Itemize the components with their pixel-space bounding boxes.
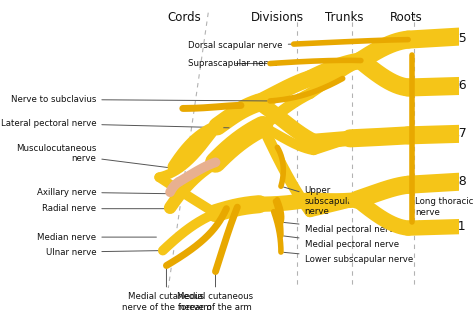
Text: Median nerve: Median nerve [37,233,156,241]
Text: Lower subscapular nerve: Lower subscapular nerve [284,252,413,264]
Text: Axillary nerve: Axillary nerve [36,188,167,197]
Text: C8: C8 [450,175,467,188]
Text: Roots: Roots [390,11,423,24]
Text: Medial cutaneous
nerve of the forearm: Medial cutaneous nerve of the forearm [121,268,211,312]
Text: Cords: Cords [168,11,201,24]
Text: Ulnar nerve: Ulnar nerve [46,247,160,257]
Text: Dorsal scapular nerve: Dorsal scapular nerve [188,41,291,50]
Text: C6: C6 [450,79,466,93]
Text: Medial pectoral nerve: Medial pectoral nerve [284,222,399,234]
Text: Lateral pectoral nerve: Lateral pectoral nerve [0,119,229,128]
Text: Long thoracic
nerve: Long thoracic nerve [414,198,474,224]
Text: Radial nerve: Radial nerve [42,204,167,213]
Text: T1: T1 [450,220,465,233]
Text: C5: C5 [450,32,467,45]
Text: Trunks: Trunks [325,11,364,24]
Text: Nerve to subclavius: Nerve to subclavius [11,95,267,104]
Text: Upper
subscapular
nerve: Upper subscapular nerve [283,186,356,216]
Text: Divisions: Divisions [251,11,304,24]
Text: Suprascapular nerve: Suprascapular nerve [188,59,278,68]
Text: Medial cutaneous
nerve of the arm: Medial cutaneous nerve of the arm [177,274,254,312]
Text: Musculocutaneous
nerve: Musculocutaneous nerve [16,143,171,168]
Text: C7: C7 [450,127,467,140]
Text: Medial pectoral nerve: Medial pectoral nerve [284,236,399,249]
